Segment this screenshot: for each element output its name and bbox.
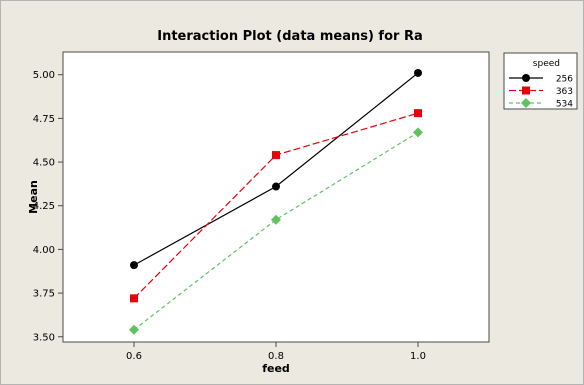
legend: speed 256 363 534	[503, 52, 578, 110]
series-line	[133, 131, 419, 331]
legend-items: 256 363 534	[509, 74, 573, 110]
x-tick-label: 0.8	[268, 351, 284, 362]
y-axis: 3.50 3.75 4.00 4.25 4.50 4.75 5.00	[33, 70, 63, 343]
series-534	[129, 127, 423, 335]
y-tick-label: 4.25	[33, 201, 55, 212]
data-point	[271, 214, 281, 225]
data-point	[130, 294, 138, 303]
legend-marker	[522, 74, 530, 82]
y-tick-label: 4.75	[33, 114, 55, 125]
data-point	[272, 151, 280, 160]
plot-area	[62, 51, 490, 343]
x-axis: 0.6 0.8 1.0	[126, 342, 426, 362]
y-tick-label: 4.50	[33, 158, 55, 169]
data-point	[130, 261, 138, 270]
legend-label: 534	[556, 100, 573, 110]
x-tick-label: 0.6	[126, 351, 142, 362]
x-axis-label: feed	[262, 362, 290, 375]
legend-marker	[521, 98, 531, 108]
data-point	[414, 109, 422, 118]
legend-item: 256	[509, 74, 573, 85]
data-point	[414, 68, 422, 77]
legend-title: speed	[533, 59, 560, 69]
legend-item: 534	[509, 98, 573, 110]
series-363	[130, 109, 422, 303]
series-256	[130, 68, 422, 270]
data-point	[272, 182, 280, 191]
x-tick-label: 1.0	[410, 351, 426, 362]
y-axis-label: Mean	[27, 180, 40, 214]
chart-title: Interaction Plot (data means) for Ra	[157, 29, 422, 44]
legend-box	[503, 52, 578, 110]
y-tick-label: 4.00	[33, 245, 55, 256]
y-tick-label: 5.00	[33, 70, 55, 81]
y-tick-label: 3.50	[33, 332, 55, 343]
data-point	[129, 324, 139, 335]
legend-marker	[522, 86, 530, 95]
series-layer	[129, 68, 423, 335]
legend-label: 363	[556, 87, 573, 97]
legend-item: 363	[509, 86, 573, 97]
legend-label: 256	[556, 75, 573, 85]
data-point	[413, 127, 423, 138]
y-tick-label: 3.75	[33, 289, 55, 300]
